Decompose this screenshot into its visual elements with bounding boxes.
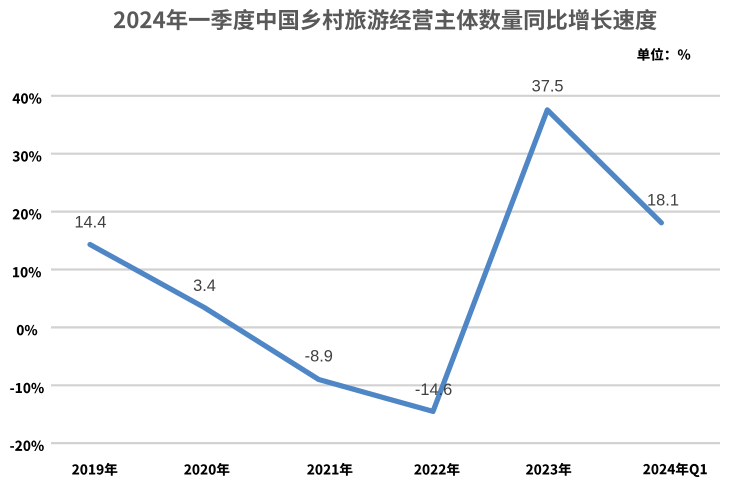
svg-text:-14.6: -14.6 — [415, 381, 452, 399]
svg-text:14.4: 14.4 — [74, 213, 106, 231]
svg-text:-8.9: -8.9 — [305, 348, 333, 366]
svg-text:37.5: 37.5 — [532, 78, 564, 96]
svg-text:3.4: 3.4 — [193, 277, 216, 295]
svg-text:18.1: 18.1 — [647, 192, 679, 210]
